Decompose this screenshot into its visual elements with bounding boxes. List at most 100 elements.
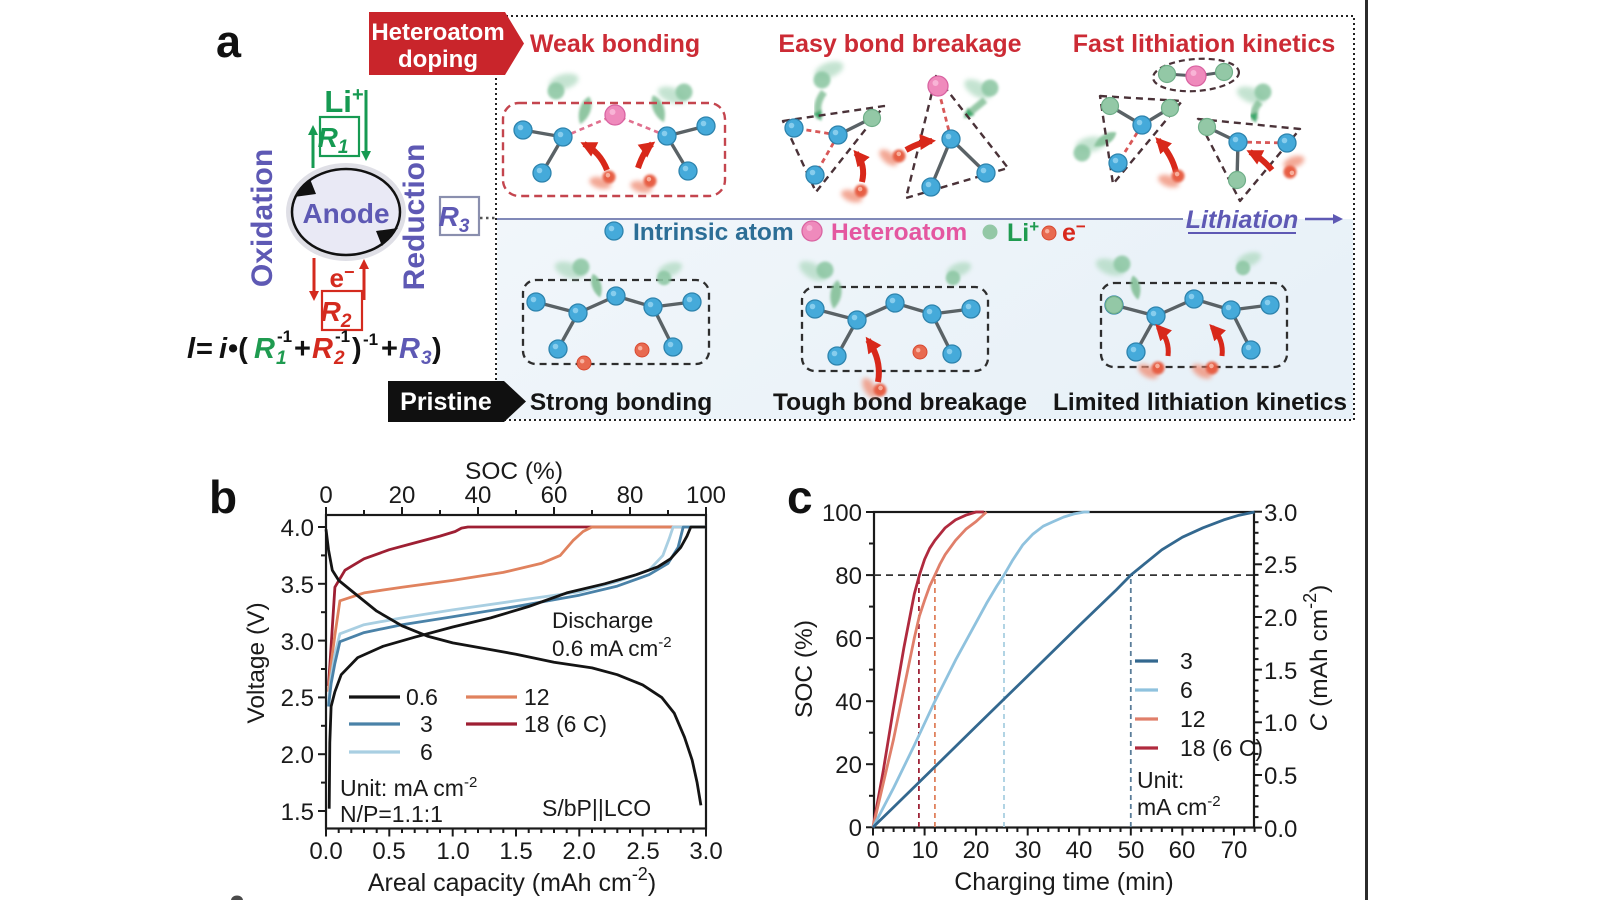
svg-text:Limited lithiation kinetics: Limited lithiation kinetics (1053, 389, 1347, 416)
svg-text:): ) (352, 333, 362, 365)
svg-text:C (mAh cm-2): C (mAh cm-2) (1300, 585, 1333, 732)
svg-text:•(: •( (228, 333, 248, 365)
svg-text:3: 3 (1180, 648, 1193, 674)
svg-text:3: 3 (421, 348, 432, 369)
svg-text:-1: -1 (335, 327, 350, 346)
svg-text:S/bP||LCO: S/bP||LCO (542, 795, 651, 821)
svg-text:2.5: 2.5 (281, 685, 314, 712)
svg-text:R: R (254, 333, 275, 365)
svg-text:+: + (381, 333, 398, 365)
svg-text:0: 0 (319, 482, 332, 509)
svg-text:R3: R3 (439, 201, 470, 237)
svg-text:0.5: 0.5 (372, 838, 405, 865)
svg-text:Strong bonding: Strong bonding (530, 389, 712, 416)
svg-text:c: c (787, 471, 813, 523)
svg-text:6: 6 (420, 739, 433, 765)
svg-text:i: i (219, 333, 228, 365)
svg-text:0.6 mA cm-2: 0.6 mA cm-2 (552, 634, 672, 661)
svg-text:100: 100 (686, 482, 726, 509)
svg-text:1: 1 (276, 348, 287, 369)
svg-text:2.0: 2.0 (562, 838, 595, 865)
svg-text:0.5: 0.5 (1264, 763, 1297, 790)
svg-text:0.0: 0.0 (1264, 816, 1297, 843)
svg-text:Weak bonding: Weak bonding (530, 30, 700, 58)
svg-text:40: 40 (1066, 837, 1093, 864)
svg-text:2.5: 2.5 (626, 838, 659, 865)
svg-text:): ) (432, 333, 442, 365)
svg-text:18 (6 C): 18 (6 C) (1180, 735, 1263, 761)
svg-text:100: 100 (822, 500, 862, 527)
svg-text:60: 60 (1169, 837, 1196, 864)
svg-text:2.0: 2.0 (1264, 605, 1297, 632)
svg-text:l: l (187, 333, 196, 365)
svg-text:SOC (%): SOC (%) (791, 620, 818, 718)
svg-text:Oxidation: Oxidation (246, 149, 279, 287)
svg-text:3.0: 3.0 (1264, 500, 1297, 527)
svg-text:-1: -1 (277, 327, 292, 346)
svg-text:0.0: 0.0 (309, 838, 342, 865)
svg-text:2.0: 2.0 (281, 742, 314, 769)
svg-text:10: 10 (912, 837, 939, 864)
svg-text:Intrinsic atom: Intrinsic atom (633, 219, 794, 246)
svg-text:70: 70 (1221, 837, 1248, 864)
svg-text:20: 20 (963, 837, 990, 864)
svg-text:3: 3 (420, 711, 433, 737)
svg-text:R: R (312, 333, 333, 365)
svg-text:Unit:: Unit: (1137, 767, 1184, 793)
svg-text:b: b (209, 471, 237, 523)
svg-text:R: R (399, 333, 420, 365)
svg-text:12: 12 (524, 684, 550, 710)
svg-text:3.5: 3.5 (281, 572, 314, 599)
svg-text:1.0: 1.0 (1264, 710, 1297, 737)
svg-text:3.0: 3.0 (689, 838, 722, 865)
svg-text:Voltage (V): Voltage (V) (243, 602, 270, 723)
svg-text:40: 40 (835, 689, 862, 716)
svg-text:=: = (196, 333, 213, 365)
svg-text:Pristine: Pristine (400, 388, 492, 416)
svg-text:Heteroatom: Heteroatom (371, 19, 504, 46)
svg-text:1.5: 1.5 (499, 838, 532, 865)
svg-text:e−: e− (330, 262, 355, 293)
svg-text:Unit: mA cm-2: Unit: mA cm-2 (340, 774, 477, 801)
svg-text:Tough bond breakage: Tough bond breakage (773, 389, 1027, 416)
svg-text:R1: R1 (318, 122, 349, 158)
svg-text:4.0: 4.0 (281, 515, 314, 542)
svg-text:1.0: 1.0 (436, 838, 469, 865)
svg-text:mA cm-2: mA cm-2 (1137, 793, 1221, 820)
svg-text:20: 20 (389, 482, 416, 509)
svg-text:SOC (%): SOC (%) (465, 458, 563, 485)
svg-text:0: 0 (866, 837, 879, 864)
svg-text:80: 80 (835, 563, 862, 590)
svg-text:+: + (294, 333, 311, 365)
svg-text:60: 60 (835, 626, 862, 653)
svg-text:Anode: Anode (302, 198, 389, 229)
svg-text:Lithiation: Lithiation (1186, 206, 1298, 234)
svg-text:60: 60 (541, 482, 568, 509)
svg-text:Charging time (min): Charging time (min) (954, 868, 1174, 896)
svg-text:-1: -1 (363, 330, 378, 349)
svg-text:Li+: Li+ (324, 84, 363, 119)
svg-text:0.6: 0.6 (406, 684, 438, 710)
svg-text:12: 12 (1180, 706, 1206, 732)
svg-text:1.5: 1.5 (281, 799, 314, 826)
svg-text:Fast lithiation kinetics: Fast lithiation kinetics (1073, 30, 1336, 58)
svg-text:50: 50 (1118, 837, 1145, 864)
svg-text:6: 6 (1180, 677, 1193, 703)
svg-text:2.5: 2.5 (1264, 552, 1297, 579)
svg-text:3.0: 3.0 (281, 629, 314, 656)
svg-text:2: 2 (333, 348, 345, 369)
svg-text:0: 0 (849, 815, 862, 842)
svg-text:1.5: 1.5 (1264, 658, 1297, 685)
svg-text:18 (6 C): 18 (6 C) (524, 711, 607, 737)
svg-text:N/P=1.1:1: N/P=1.1:1 (340, 801, 443, 827)
svg-text:Areal capacity (mAh cm-2): Areal capacity (mAh cm-2) (368, 864, 656, 897)
svg-text:Discharge: Discharge (552, 608, 653, 633)
svg-text:20: 20 (835, 752, 862, 779)
svg-text:a: a (216, 16, 242, 67)
svg-text:Heteroatom: Heteroatom (831, 219, 967, 246)
svg-text:Easy bond breakage: Easy bond breakage (778, 30, 1021, 58)
svg-text:doping: doping (398, 46, 478, 73)
svg-text:80: 80 (617, 482, 644, 509)
svg-text:30: 30 (1015, 837, 1042, 864)
svg-text:40: 40 (465, 482, 492, 509)
